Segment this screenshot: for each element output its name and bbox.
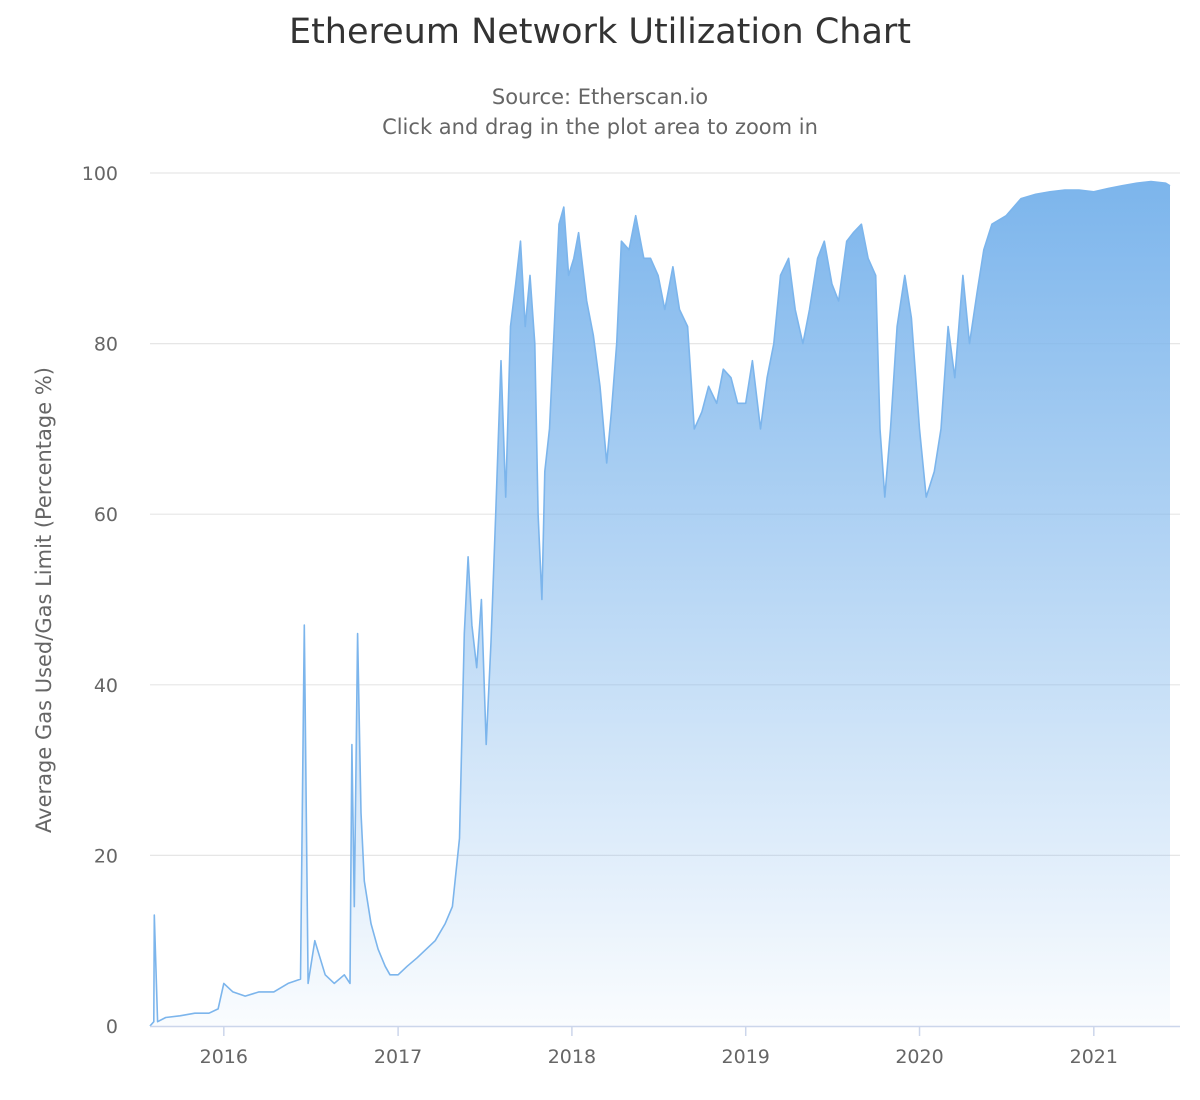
axes: 0 20 40 60 80 100 2016 2017 2018 2019 2020 2021: [82, 163, 1180, 1068]
x-tick-label-2018: 2018: [548, 1046, 596, 1068]
y-tick-label-80: 80: [94, 334, 118, 356]
chart-zoom-hint: Click and drag in the plot area to zoom …: [382, 115, 818, 139]
y-tick-label-100: 100: [82, 163, 118, 185]
x-tick-label-2019: 2019: [722, 1046, 770, 1068]
y-tick-label-0: 0: [106, 1016, 118, 1038]
y-tick-label-40: 40: [94, 675, 118, 697]
x-tick-label-2021: 2021: [1070, 1046, 1118, 1068]
y-tick-label-20: 20: [94, 845, 118, 867]
x-tick-label-2017: 2017: [374, 1046, 422, 1068]
series-area-fill: [150, 181, 1170, 1026]
chart-title: Ethereum Network Utilization Chart: [288, 12, 912, 52]
chart-subtitle: Source: Etherscan.io Click and drag in t…: [0, 82, 1200, 142]
series-line[interactable]: [149, 180, 1171, 1027]
chart-source: Source: Etherscan.io: [491, 85, 709, 109]
plot-area[interactable]: [149, 180, 1171, 1027]
y-axis-label: Average Gas Used/Gas Limit (Percentage %…: [32, 367, 56, 833]
y-tick-label-60: 60: [94, 504, 118, 526]
x-tick-label-2020: 2020: [895, 1046, 943, 1068]
x-tick-label-2016: 2016: [200, 1046, 248, 1068]
